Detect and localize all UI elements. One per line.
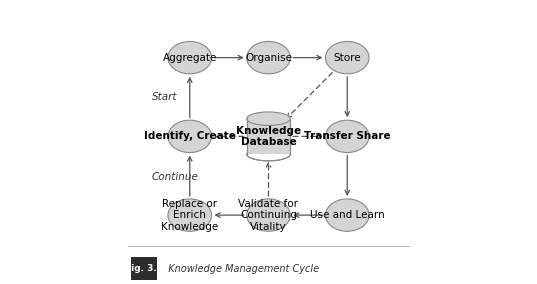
FancyArrowPatch shape [216, 213, 244, 217]
Text: Knowledge Management Cycle: Knowledge Management Cycle [162, 264, 319, 273]
Text: Store: Store [333, 53, 361, 63]
Ellipse shape [325, 199, 369, 231]
FancyArrowPatch shape [287, 73, 332, 118]
Text: Fig. 3.6: Fig. 3.6 [125, 264, 163, 273]
Text: Organise: Organise [245, 53, 292, 63]
Ellipse shape [168, 120, 212, 153]
FancyArrowPatch shape [187, 157, 192, 196]
FancyArrowPatch shape [187, 78, 192, 117]
FancyArrowPatch shape [293, 55, 321, 60]
FancyArrowPatch shape [345, 155, 350, 195]
Ellipse shape [168, 41, 212, 74]
Ellipse shape [168, 199, 212, 231]
Text: Identify, Create: Identify, Create [144, 131, 236, 141]
Text: Validate for
Continuing
Vitality: Validate for Continuing Vitality [238, 199, 299, 232]
Ellipse shape [325, 41, 369, 74]
Bar [246, 119, 291, 154]
FancyArrowPatch shape [266, 163, 271, 196]
Ellipse shape [246, 199, 291, 231]
FancyArrowPatch shape [294, 213, 323, 217]
Text: Aggregate: Aggregate [163, 53, 217, 63]
FancyArrowPatch shape [214, 55, 243, 60]
FancyArrowPatch shape [293, 134, 321, 139]
FancyArrowPatch shape [216, 134, 244, 139]
Ellipse shape [325, 120, 369, 153]
Ellipse shape [246, 112, 291, 126]
FancyArrowPatch shape [345, 77, 350, 116]
Text: Use and Learn: Use and Learn [310, 210, 384, 220]
Text: Knowledge
Database: Knowledge Database [236, 126, 301, 147]
Text: Transfer Share: Transfer Share [304, 131, 390, 141]
Text: Start: Start [152, 92, 177, 102]
Bar [247, 119, 290, 154]
Text: Continue: Continue [152, 172, 199, 182]
FancyBboxPatch shape [130, 257, 157, 280]
Ellipse shape [246, 41, 291, 74]
Text: Replace or
Enrich
Knowledge: Replace or Enrich Knowledge [161, 199, 219, 232]
